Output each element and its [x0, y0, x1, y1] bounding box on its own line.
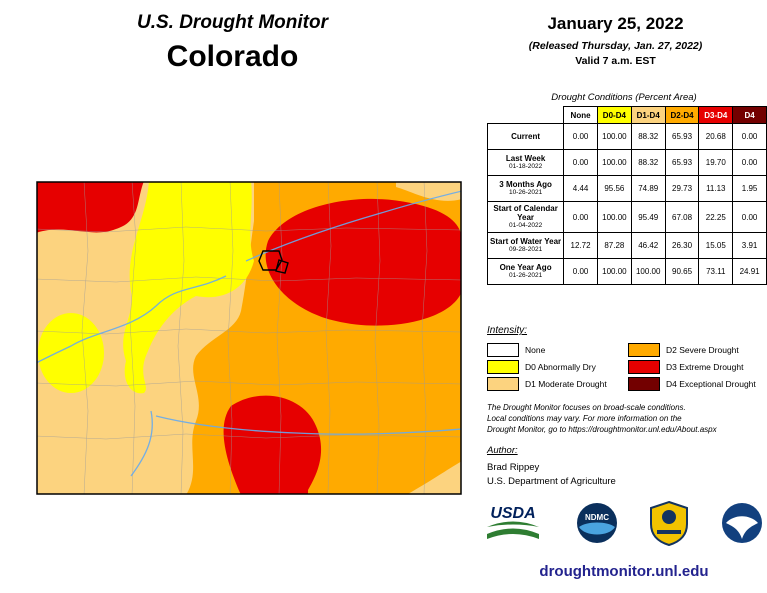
legend-label: D1 Moderate Drought — [525, 378, 607, 389]
released-date: (Released Thursday, Jan. 27, 2022) — [528, 40, 703, 52]
ndmc-logo: NDMC — [576, 503, 617, 543]
footer-url: droughtmonitor.unl.edu — [539, 563, 709, 580]
legend-label: D4 Exceptional Drought — [666, 378, 756, 389]
report-title: U.S. Drought Monitor — [136, 12, 329, 33]
report-date: January 25, 2022 — [547, 14, 684, 33]
map-region-d1-se — [407, 461, 461, 494]
state-name: Colorado — [166, 40, 299, 73]
rivers — [37, 190, 461, 477]
table-row: Start of Water Year 09-28-2021 12.72 87.… — [486, 232, 767, 260]
legend-label: D3 Extreme Drought — [666, 361, 744, 372]
map-region-d3-east — [265, 198, 461, 326]
legend-label: None — [525, 344, 546, 355]
map-region-d3-nw — [37, 182, 144, 233]
disclaimer-text: The Drought Monitor focuses on broad-sca… — [487, 403, 717, 434]
author-org: U.S. Department of Agriculture — [487, 475, 616, 487]
legend-item-d4: D4 Exceptional Drought — [628, 376, 765, 391]
col-header-d4: D4 — [732, 106, 767, 124]
map-region-d0-west — [38, 313, 104, 393]
d4-swatch — [628, 376, 660, 391]
metro-county-outline — [258, 250, 289, 274]
state-border — [36, 181, 462, 495]
legend-item-d3: D3 Extreme Drought — [628, 359, 765, 374]
svg-text:USDA: USDA — [490, 505, 535, 522]
row-label-one-year-ago: One Year Ago 01-26-2021 — [486, 258, 565, 286]
legend-label: D0 Abnormally Dry — [525, 361, 596, 372]
legend-label: D2 Severe Drought — [666, 344, 739, 355]
author-block: Author: Brad Rippey U.S. Department of A… — [487, 444, 616, 488]
table-corner-cell — [488, 107, 564, 124]
d2-swatch — [628, 342, 660, 357]
author-name: Brad Rippey — [487, 461, 540, 473]
drought-map-svg — [36, 181, 462, 495]
table-row: Current 0.00 100.00 88.32 65.93 20.68 0.… — [486, 123, 767, 150]
col-header-d1d4: D1-D4 — [630, 106, 666, 124]
none-swatch — [487, 342, 519, 357]
logo-row: USDA NDMC — [482, 500, 764, 546]
row-label-start-calendar-year: Start of Calendar Year 01-04-2022 — [486, 200, 565, 234]
colorado-drought-map — [36, 181, 462, 495]
noaa-logo — [721, 503, 762, 543]
valid-time: Valid 7 a.m. EST — [575, 55, 656, 67]
date-block: January 25, 2022 (Released Thursday, Jan… — [468, 14, 763, 67]
col-header-d0d4: D0-D4 — [596, 106, 632, 124]
table-row: Last Week 01-18-2022 0.00 100.00 88.32 6… — [486, 149, 767, 176]
table-header-row: None D0-D4 D1-D4 D2-D4 D3-D4 D4 — [488, 106, 767, 124]
row-label-current: Current — [486, 123, 565, 150]
map-region-d3-south — [223, 395, 322, 494]
col-header-none: None — [563, 106, 598, 124]
intensity-legend: None D0 Abnormally Dry D1 Moderate Droug… — [487, 341, 765, 392]
table-row: 3 Months Ago 10-26-2021 4.44 95.56 74.89… — [486, 175, 767, 202]
legend-item-d0: D0 Abnormally Dry — [487, 359, 624, 374]
usda-logo: USDA — [487, 505, 539, 539]
table-row: One Year Ago 01-26-2021 0.00 100.00 100.… — [486, 258, 767, 286]
drought-monitor-header: U.S. Drought Monitor Colorado — [40, 12, 425, 74]
col-header-d2d4: D2-D4 — [664, 106, 700, 124]
d1-swatch — [487, 376, 519, 391]
row-label-3-months-ago: 3 Months Ago 10-26-2021 — [486, 175, 565, 202]
legend-item-d1: D1 Moderate Drought — [487, 376, 624, 391]
row-label-start-water-year: Start of Water Year 09-28-2021 — [486, 232, 565, 260]
table-row: Start of Calendar Year 01-04-2022 0.00 1… — [486, 200, 767, 234]
drought-conditions-table: None D0-D4 D1-D4 D2-D4 D3-D4 D4 Current … — [486, 106, 767, 286]
legend-item-none: None — [487, 342, 624, 357]
county-boundaries — [37, 182, 461, 494]
d0-swatch — [487, 359, 519, 374]
d3-swatch — [628, 359, 660, 374]
map-region-d1-ne — [396, 182, 461, 201]
svg-text:NDMC: NDMC — [585, 513, 609, 522]
col-header-d3d4: D3-D4 — [698, 106, 734, 124]
author-title: Author: — [487, 445, 518, 456]
intensity-title: Intensity: — [487, 325, 528, 336]
row-label-last-week: Last Week 01-18-2022 — [486, 149, 565, 176]
map-region-d0-north — [123, 182, 254, 394]
legend-item-d2: D2 Severe Drought — [628, 342, 765, 357]
unl-shield-logo — [650, 500, 689, 546]
table-caption: Drought Conditions (Percent Area) — [551, 92, 697, 103]
